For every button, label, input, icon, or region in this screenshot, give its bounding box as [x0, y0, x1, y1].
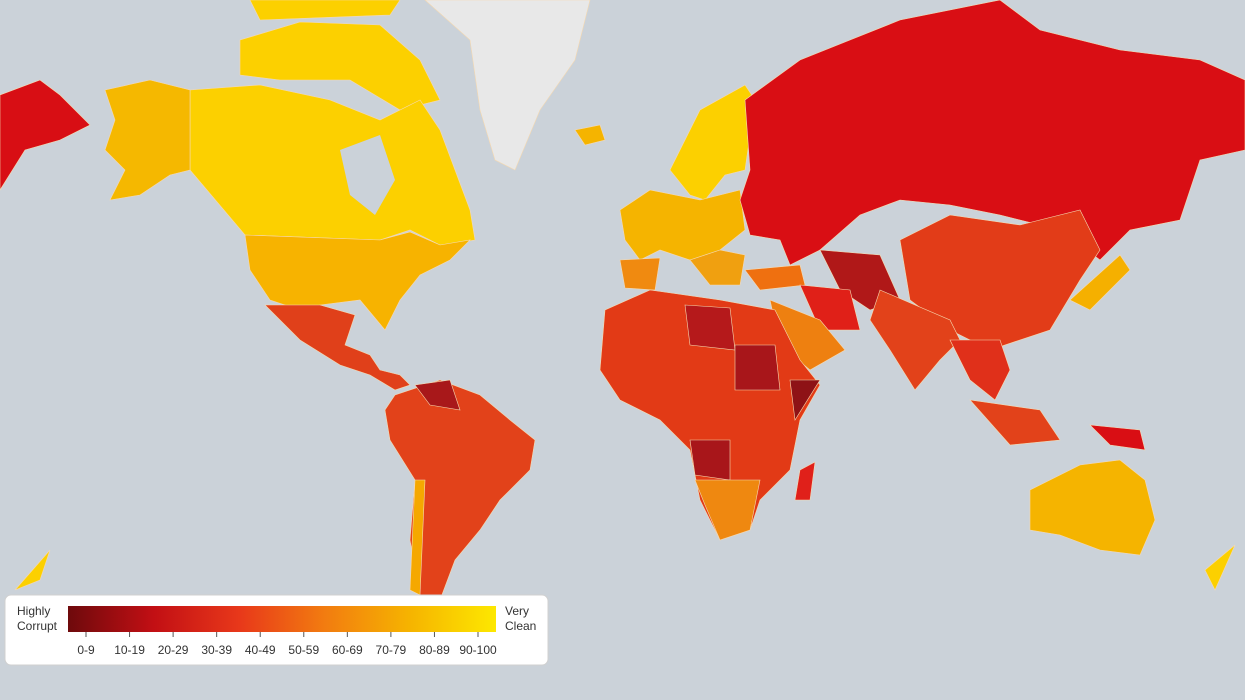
spain — [619, 257, 661, 291]
high-label: Clean — [505, 619, 536, 633]
southeast-asia — [949, 339, 1011, 401]
hudson-bay — [340, 135, 395, 215]
scandinavia — [669, 84, 756, 201]
indonesia — [969, 399, 1061, 446]
greenland — [424, 0, 591, 171]
new-zealand — [14, 544, 1236, 591]
low-label: Highly — [17, 604, 50, 618]
low-label: Corrupt — [17, 619, 58, 633]
legend-range-label: 60-69 — [332, 643, 363, 657]
legend-range-label: 30-39 — [201, 643, 232, 657]
legend: Highly Corrupt Very Clean 0-9 10-19 20-29 3… — [4, 594, 549, 666]
legend-range-label: 0-9 — [77, 643, 95, 657]
chukotka — [0, 79, 91, 191]
southern-africa — [694, 479, 761, 541]
legend-range-label: 90-100 — [459, 643, 497, 657]
legend-gradient — [68, 606, 496, 632]
high-label: Very — [505, 604, 529, 618]
venezuela — [414, 379, 461, 411]
turkey — [744, 264, 806, 291]
south-america — [384, 379, 536, 601]
congo — [689, 439, 731, 481]
india — [869, 289, 961, 391]
iceland — [574, 124, 606, 146]
legend-range-label: 20-29 — [158, 643, 189, 657]
balkans — [689, 249, 746, 286]
mexico-central-america — [264, 304, 411, 391]
legend-range-label: 80-89 — [419, 643, 450, 657]
legend-range-label: 40-49 — [245, 643, 276, 657]
legend-range-label: 50-59 — [288, 643, 319, 657]
japan — [1069, 254, 1131, 311]
somalia — [789, 379, 821, 421]
sudan — [734, 344, 781, 391]
legend-range-label: 10-19 — [114, 643, 145, 657]
libya — [684, 304, 736, 351]
alaska — [104, 79, 191, 201]
legend-range-label: 70-79 — [376, 643, 407, 657]
russia — [739, 0, 1245, 266]
madagascar — [794, 461, 816, 501]
papua-new-guinea — [1089, 424, 1146, 451]
australia — [1029, 459, 1156, 556]
